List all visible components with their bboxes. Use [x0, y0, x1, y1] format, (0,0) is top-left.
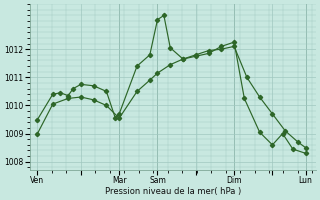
- X-axis label: Pression niveau de la mer( hPa ): Pression niveau de la mer( hPa ): [105, 187, 241, 196]
